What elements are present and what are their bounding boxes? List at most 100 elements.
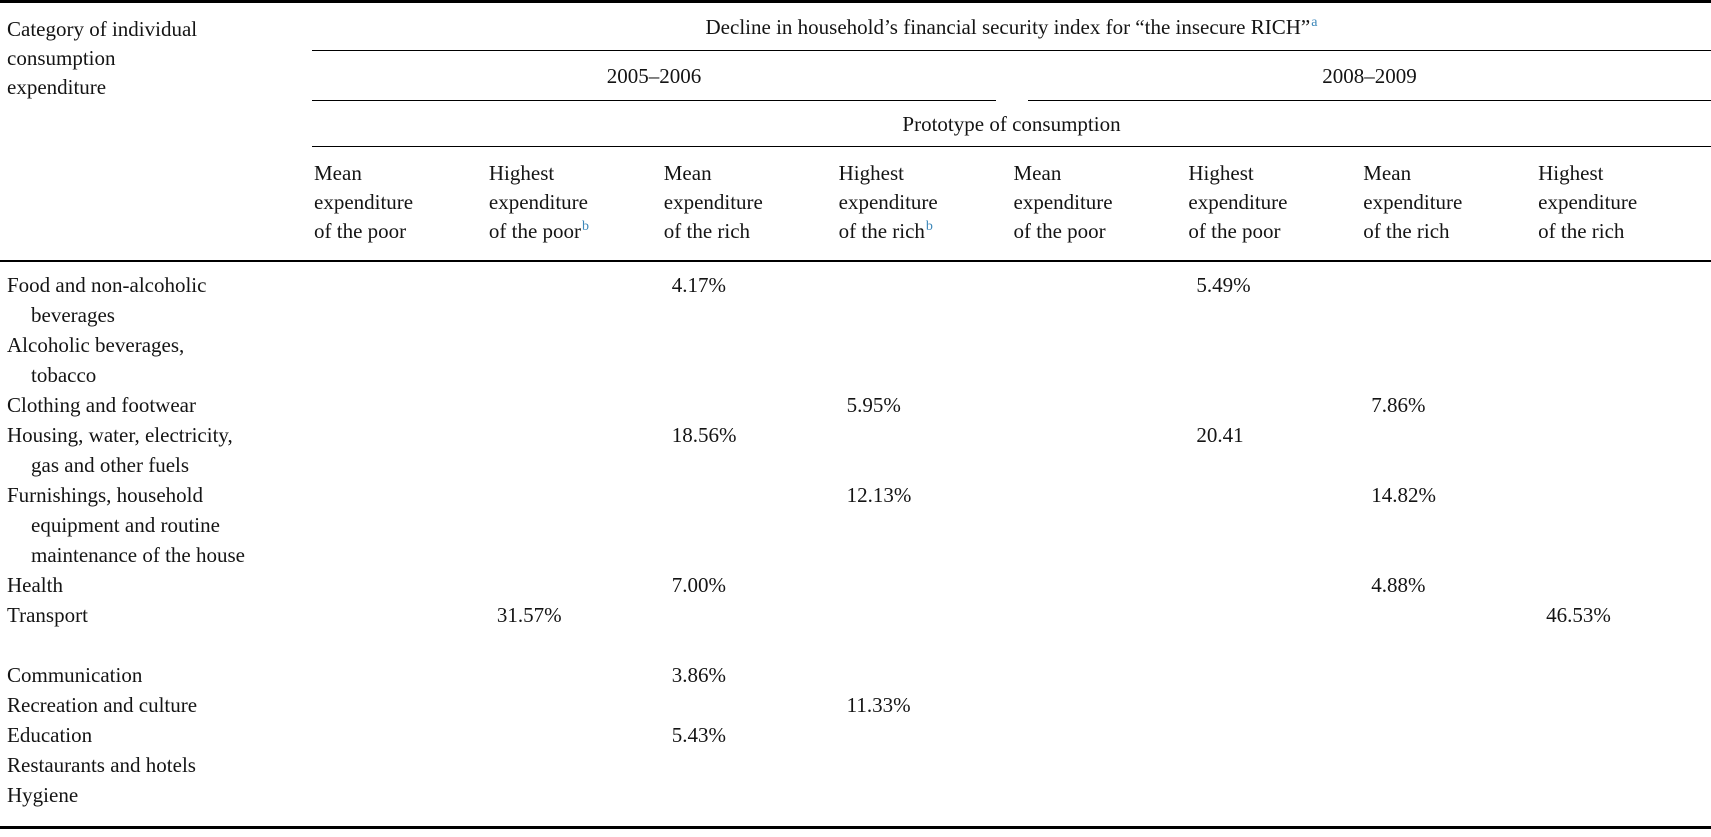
corner-header: Category of individual consumption expen… bbox=[7, 15, 197, 102]
value-cell bbox=[1186, 660, 1361, 690]
table-row: Education 5.43% bbox=[0, 720, 1711, 750]
column-header: Highest expenditure of the poorb bbox=[487, 159, 662, 246]
value-cell bbox=[1012, 630, 1187, 660]
value-cell bbox=[662, 690, 837, 720]
value-cell bbox=[837, 750, 1012, 780]
column-header-line: of the poorb bbox=[489, 217, 656, 246]
value-cell bbox=[1012, 660, 1187, 690]
value-cell bbox=[1012, 690, 1187, 720]
value-cell bbox=[1186, 630, 1361, 660]
column-header-line: expenditure bbox=[1538, 190, 1638, 214]
value-cell bbox=[487, 480, 662, 570]
value-cell bbox=[1012, 780, 1187, 810]
value-cell bbox=[487, 690, 662, 720]
value-cell: 14.82% bbox=[1371, 483, 1436, 507]
value-cell bbox=[1361, 750, 1536, 780]
table-row: Clothing and footwear 5.95% 7.86% bbox=[0, 390, 1711, 420]
value-cell bbox=[662, 330, 837, 390]
value-cell bbox=[312, 630, 487, 660]
value-cell bbox=[1361, 660, 1536, 690]
column-header: Mean expenditure of the rich bbox=[1361, 159, 1536, 246]
category-cell: Transport bbox=[0, 600, 312, 630]
value-cell bbox=[1536, 330, 1711, 390]
value-cell bbox=[662, 780, 837, 810]
category-line bbox=[7, 630, 312, 660]
table-row: Communication 3.86% bbox=[0, 660, 1711, 690]
value-cell bbox=[1012, 390, 1187, 420]
value-cell: 5.49% bbox=[1196, 273, 1251, 297]
value-cell bbox=[312, 750, 487, 780]
column-header: Highest expenditure of the poor bbox=[1186, 159, 1361, 246]
column-header-line: of the poor bbox=[314, 219, 407, 243]
value-cell bbox=[662, 390, 837, 420]
value-cell bbox=[1361, 630, 1536, 660]
category-cell: Communication bbox=[0, 660, 312, 690]
category-cell bbox=[0, 630, 312, 660]
value-cell: 11.33% bbox=[846, 693, 911, 717]
value-cell: 3.86% bbox=[671, 663, 726, 687]
table-header: Category of individual consumption expen… bbox=[0, 0, 1711, 262]
footnote-marker-a: a bbox=[1311, 15, 1318, 30]
value-cell bbox=[1536, 780, 1711, 810]
value-cell bbox=[312, 720, 487, 750]
table-row: Health 7.00% 4.88% bbox=[0, 570, 1711, 600]
table-row: Housing, water, electricity, gas and othe… bbox=[0, 420, 1711, 480]
column-header-line: of the poor bbox=[1013, 219, 1106, 243]
value-cell bbox=[1186, 570, 1361, 600]
value-cell bbox=[487, 390, 662, 420]
value-cell: 5.43% bbox=[671, 723, 726, 747]
value-cell bbox=[1186, 390, 1361, 420]
value-cell bbox=[312, 780, 487, 810]
column-header-line: Mean bbox=[314, 161, 362, 185]
table-title-text: Decline in household’s financial securit… bbox=[705, 15, 1311, 39]
column-header-line: expenditure bbox=[1013, 190, 1113, 214]
value-cell bbox=[312, 690, 487, 720]
column-header-line: of the richb bbox=[839, 217, 1006, 246]
category-line: Clothing and footwear bbox=[7, 393, 196, 417]
value-cell bbox=[1361, 780, 1536, 810]
value-cell bbox=[1361, 420, 1536, 480]
value-cell bbox=[837, 660, 1012, 690]
value-cell bbox=[1536, 690, 1711, 720]
table-title: Decline in household’s financial securit… bbox=[312, 3, 1711, 51]
value-cell bbox=[312, 420, 487, 480]
value-cell bbox=[312, 480, 487, 570]
spacer-row bbox=[0, 630, 1711, 660]
value-cell bbox=[1536, 480, 1711, 570]
value-cell bbox=[1186, 780, 1361, 810]
column-header: Highest expenditure of the richb bbox=[837, 159, 1012, 246]
value-cell bbox=[1536, 660, 1711, 690]
column-header-line: Mean bbox=[1013, 161, 1062, 185]
value-cell bbox=[1361, 600, 1536, 630]
value-cell bbox=[1012, 330, 1187, 390]
category-line: beverages bbox=[31, 303, 115, 327]
value-cell bbox=[487, 330, 662, 390]
year-groups-row: 2005–2006 2008–2009 bbox=[312, 51, 1711, 101]
value-cell bbox=[1186, 720, 1361, 750]
column-header-line: expenditure bbox=[663, 190, 763, 214]
value-cell bbox=[1536, 270, 1711, 330]
value-cell bbox=[1012, 720, 1187, 750]
column-header: Mean expenditure of the poor bbox=[312, 159, 487, 246]
value-cell bbox=[837, 600, 1012, 630]
value-cell bbox=[312, 330, 487, 390]
category-cell: Food and non-alcoholic beverages bbox=[0, 270, 312, 330]
value-cell bbox=[1012, 420, 1187, 480]
column-header: Mean expenditure of the rich bbox=[662, 159, 837, 246]
value-cell bbox=[487, 570, 662, 600]
column-header-line: expenditure bbox=[488, 190, 588, 214]
value-cell bbox=[1361, 690, 1536, 720]
category-cell: Restaurants and hotels bbox=[0, 750, 312, 780]
column-header-line: expenditure bbox=[1188, 190, 1288, 214]
year-group-2008-2009: 2008–2009 bbox=[1028, 51, 1711, 101]
column-header-text: of the rich bbox=[838, 219, 925, 243]
value-cell bbox=[1536, 570, 1711, 600]
value-cell bbox=[487, 420, 662, 480]
value-cell bbox=[487, 720, 662, 750]
value-cell bbox=[1186, 750, 1361, 780]
table-row: Restaurants and hotels bbox=[0, 750, 1711, 780]
table-row: Transport 31.57% 46.53% bbox=[0, 600, 1711, 630]
column-header-line: of the rich bbox=[1363, 219, 1450, 243]
category-cell: Furnishings, household equipment and rout… bbox=[0, 480, 312, 570]
